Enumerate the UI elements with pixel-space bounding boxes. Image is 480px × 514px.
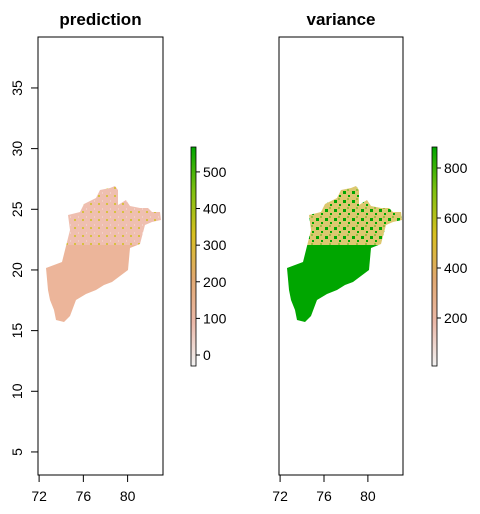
- colorbar-tick-label: 600: [444, 210, 468, 226]
- raster-upper: [287, 186, 402, 245]
- colorbar-tick-label: 100: [203, 310, 227, 326]
- raster-lower: [46, 245, 161, 322]
- y-tick-label: 15: [9, 323, 25, 339]
- colorbar: [431, 146, 438, 367]
- colorbar-tick-label: 800: [444, 160, 468, 176]
- x-tick-label: 72: [31, 488, 47, 504]
- colorbar-tick-label: 400: [444, 260, 468, 276]
- y-tick-label: 25: [9, 201, 25, 217]
- raster-upper: [46, 186, 161, 245]
- y-tick-label: 10: [9, 383, 25, 399]
- plot-frame: [278, 36, 404, 476]
- colorbar-tick-label: 200: [203, 274, 227, 290]
- colorbar-tick-label: 200: [444, 310, 468, 326]
- panel-title: prediction: [59, 10, 141, 29]
- colorbar-tick-label: 0: [203, 347, 211, 363]
- plot-frame: [37, 36, 164, 476]
- colorbar-tick-label: 300: [203, 237, 227, 253]
- colorbar-tick-label: 500: [203, 164, 227, 180]
- raster-region: [46, 186, 161, 322]
- raster-region: [287, 186, 402, 322]
- y-tick-label: 30: [9, 141, 25, 157]
- colorbar: [190, 146, 197, 367]
- y-tick-label: 5: [9, 448, 25, 456]
- y-tick-label: 35: [9, 80, 25, 96]
- x-tick-label: 80: [360, 488, 376, 504]
- x-tick-label: 80: [120, 488, 136, 504]
- colorbar-tick-label: 400: [203, 201, 227, 217]
- raster-lower: [287, 245, 402, 322]
- x-tick-label: 76: [76, 488, 92, 504]
- x-tick-label: 76: [316, 488, 332, 504]
- x-tick-label: 72: [272, 488, 288, 504]
- panel-title: variance: [307, 10, 376, 29]
- y-tick-label: 20: [9, 262, 25, 278]
